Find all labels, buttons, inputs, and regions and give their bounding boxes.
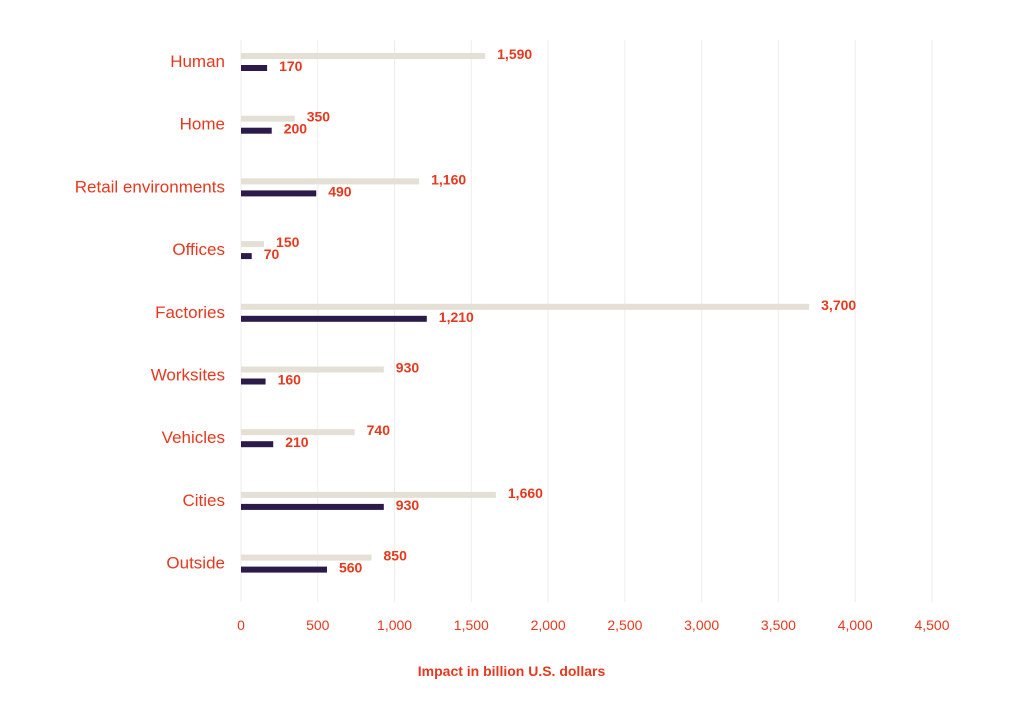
bar-series-2 xyxy=(241,190,317,197)
x-tick-label: 3,000 xyxy=(684,617,719,633)
bar-series-1 xyxy=(241,491,496,498)
x-tick-label: 2,500 xyxy=(607,617,642,633)
bar-series-2 xyxy=(241,315,427,322)
bar-series-2 xyxy=(241,441,274,448)
value-label-series-2: 170 xyxy=(279,58,303,74)
category-label: Cities xyxy=(182,491,225,510)
bar-series-1 xyxy=(241,53,486,59)
category-label: Outside xyxy=(166,554,225,573)
bar-series-1 xyxy=(241,178,420,185)
value-label-series-2: 200 xyxy=(284,121,308,137)
x-tick-label: 3,500 xyxy=(761,617,796,633)
category-label: Vehicles xyxy=(162,428,225,447)
bar-series-1 xyxy=(241,366,384,373)
x-axis-title: Impact in billion U.S. dollars xyxy=(418,663,606,679)
x-tick-label: 2,000 xyxy=(531,617,566,633)
bar-series-1 xyxy=(241,554,372,561)
x-tick-label: 1,500 xyxy=(454,617,489,633)
category-label: Factories xyxy=(155,303,225,322)
value-label-series-2: 70 xyxy=(264,246,280,262)
value-label-series-1: 150 xyxy=(276,234,300,250)
x-tick-label: 4,500 xyxy=(914,617,949,633)
category-label: Offices xyxy=(172,240,225,259)
value-label-series-2: 210 xyxy=(285,434,309,450)
value-label-series-1: 1,660 xyxy=(508,485,543,501)
gridlines xyxy=(240,40,933,602)
bars xyxy=(241,53,810,573)
bar-series-1 xyxy=(241,303,810,310)
value-label-series-1: 1,590 xyxy=(497,46,532,62)
value-label-series-1: 3,700 xyxy=(821,297,856,313)
category-label: Home xyxy=(180,115,225,134)
bar-series-2 xyxy=(241,65,268,71)
x-axis-ticks: 0 500 1,000 1,500 2,000 2,500 3,000 3,500 4,000 4… xyxy=(237,617,950,633)
bar-series-2 xyxy=(241,566,327,573)
value-label-series-1: 850 xyxy=(384,548,408,564)
x-tick-label: 500 xyxy=(306,617,330,633)
value-label-series-2: 1,210 xyxy=(439,309,474,325)
category-label: Retail environments xyxy=(75,177,225,196)
x-tick-label: 0 xyxy=(237,617,245,633)
x-tick-label: 1,000 xyxy=(377,617,412,633)
bar-series-1 xyxy=(241,429,355,436)
value-label-series-1: 740 xyxy=(367,422,391,438)
category-label: Worksites xyxy=(151,366,225,385)
value-label-series-1: 1,160 xyxy=(431,171,466,187)
value-label-series-1: 350 xyxy=(307,109,331,125)
bar-series-1 xyxy=(241,115,295,122)
value-label-series-2: 560 xyxy=(339,560,363,576)
bar-series-1 xyxy=(241,241,265,248)
value-label-series-2: 160 xyxy=(278,372,302,388)
value-label-series-1: 930 xyxy=(396,360,420,376)
bar-series-2 xyxy=(241,253,252,260)
bar-series-2 xyxy=(241,127,272,134)
x-tick-label: 4,000 xyxy=(838,617,873,633)
bar-series-2 xyxy=(241,503,384,510)
category-labels: Human Home Retail environments Offices Facto… xyxy=(75,52,225,573)
value-label-series-2: 490 xyxy=(328,183,352,199)
category-label: Human xyxy=(170,52,225,71)
value-label-series-2: 930 xyxy=(396,497,420,513)
bar-series-2 xyxy=(241,378,266,385)
